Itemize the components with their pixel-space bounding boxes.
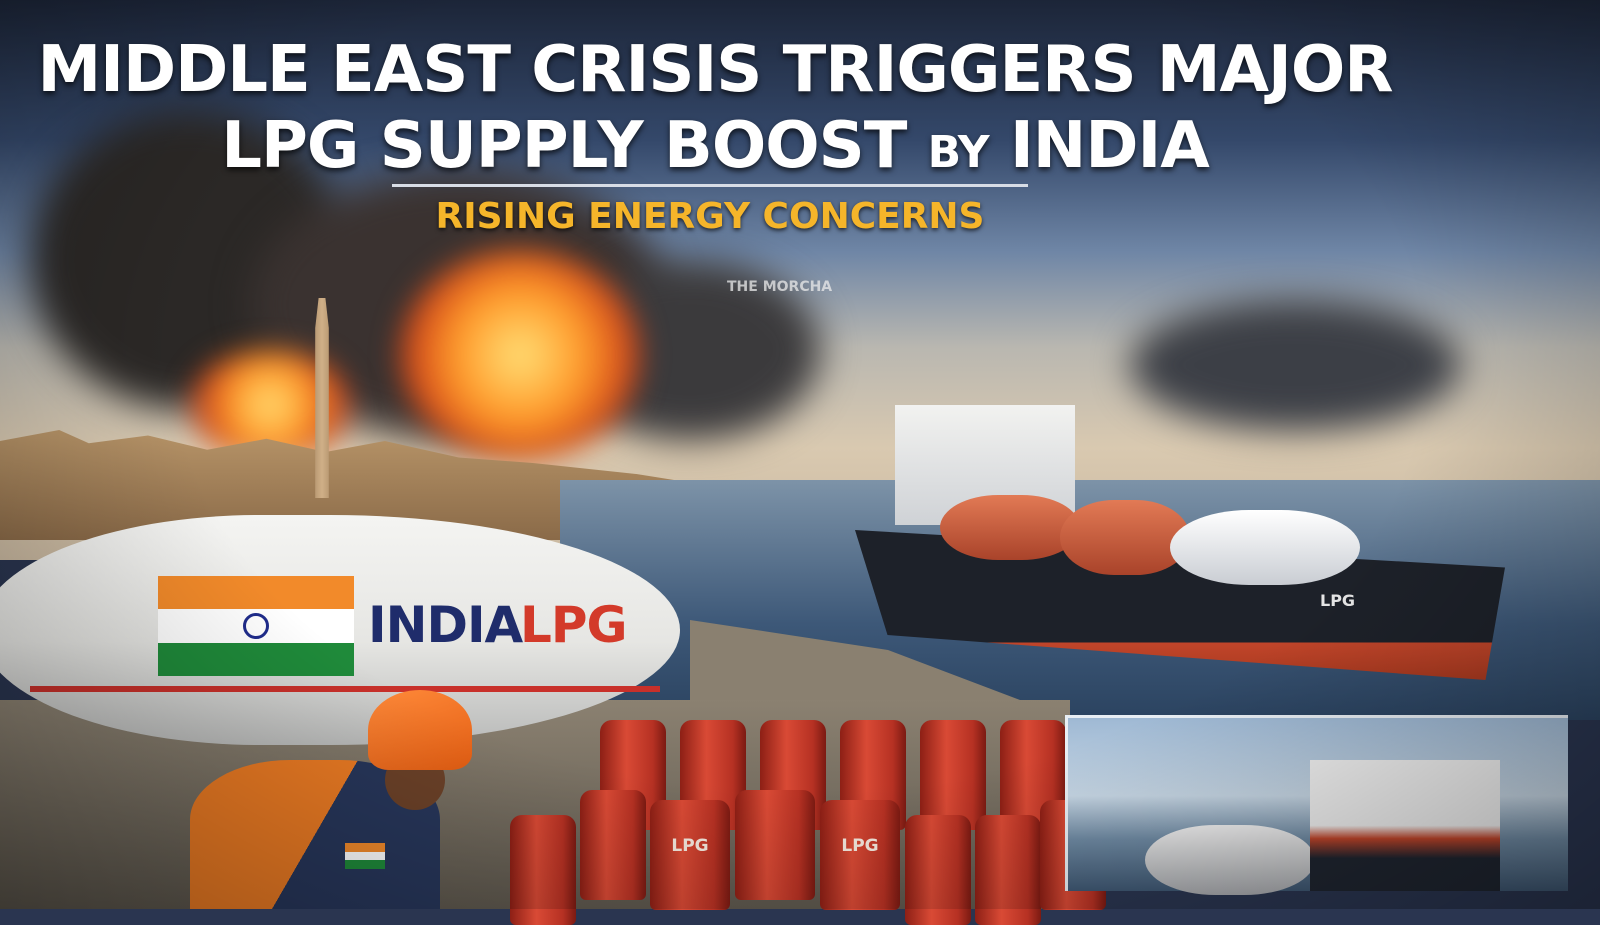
headline-line-1: MIDDLE EAST CRISIS TRIGGERS MAJOR	[37, 33, 1393, 107]
watermark: THE MORCHA	[727, 279, 833, 295]
ship-tank	[1060, 500, 1190, 575]
headline-by: BY	[927, 127, 990, 178]
lpg-cylinder	[905, 815, 971, 925]
cylinder-lpg-label: LPG	[841, 836, 879, 856]
lpg-cylinder	[920, 720, 986, 830]
ship-tank	[1170, 510, 1360, 585]
headline-text: LPG SUPPLY BOOST	[221, 109, 907, 183]
truck-red-stripe	[30, 686, 660, 692]
ship-lpg-label: LPG	[1320, 591, 1356, 610]
truck-india-text: INDIA	[368, 596, 523, 654]
headline-india: INDIA	[1009, 109, 1210, 183]
smoke-cloud	[1130, 300, 1460, 430]
headline-line-2: LPG SUPPLY BOOST BY INDIA	[0, 108, 1430, 191]
minaret	[315, 298, 329, 498]
cylinder-lpg-label: LPG	[671, 836, 709, 856]
subtitle: RISING ENERGY CONCERNS	[435, 196, 985, 237]
india-flag	[158, 576, 354, 676]
lpg-cylinder: LPG	[820, 800, 900, 910]
headline-divider	[392, 184, 1028, 187]
truck-lpg-text: LPG	[520, 596, 628, 654]
india-flag-patch	[345, 843, 385, 869]
inset-storage-tank	[1145, 825, 1315, 895]
ship-tank	[940, 495, 1080, 560]
headline: MIDDLE EAST CRISIS TRIGGERS MAJOR LPG SU…	[0, 32, 1430, 191]
inset-tanker-ship	[1310, 760, 1500, 891]
lpg-cylinder	[580, 790, 646, 900]
hard-hat	[368, 690, 472, 770]
lpg-cylinder: LPG	[650, 800, 730, 910]
explosion-fire	[400, 250, 640, 460]
lpg-cylinder	[510, 815, 576, 925]
lpg-cylinder	[975, 815, 1041, 925]
lpg-cylinder	[735, 790, 815, 900]
